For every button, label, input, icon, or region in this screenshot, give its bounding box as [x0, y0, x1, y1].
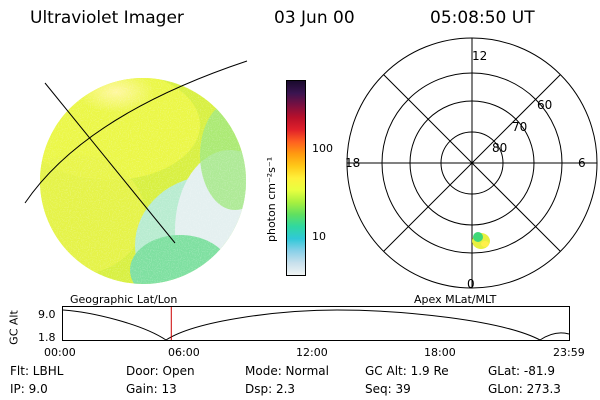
- time-label: 05:08:50 UT: [430, 8, 535, 28]
- xtick-2359: 23:59: [553, 346, 585, 359]
- mlat-label-60: 60: [537, 98, 553, 112]
- mlt-label-0: 0: [467, 277, 475, 291]
- mlt-label-18: 18: [345, 156, 361, 170]
- mlt-label-12: 12: [472, 49, 488, 63]
- geographic-image: [24, 60, 248, 284]
- gc-alt-axis-label: GC Alt: [7, 310, 21, 345]
- colorbar-unit-label: photon cm⁻²s⁻¹: [265, 156, 278, 242]
- seq-info: Seq: 39: [365, 382, 411, 396]
- colorbar-tick-10: 10: [312, 230, 326, 243]
- gc-alt-info: GC Alt: 1.9 Re: [365, 364, 449, 378]
- aurora-blob: [472, 232, 490, 249]
- apex-label: Apex MLat/MLT: [414, 293, 497, 306]
- ytick-9: 9.0: [38, 308, 56, 321]
- mlat-label-70: 70: [512, 120, 528, 134]
- colorbar-tick-100: 100: [312, 142, 333, 155]
- date-label: 03 Jun 00: [274, 8, 355, 28]
- ytick-1-8: 1.8: [38, 331, 56, 344]
- mode-info: Mode: Normal: [245, 364, 329, 378]
- colorbar: [286, 80, 306, 276]
- xtick-0000: 00:00: [44, 346, 76, 359]
- xtick-0600: 06:00: [168, 346, 200, 359]
- gain-info: Gain: 13: [126, 382, 177, 396]
- dsp-info: Dsp: 2.3: [245, 382, 296, 396]
- door-info: Door: Open: [126, 364, 195, 378]
- glat-info: GLat: -81.9: [488, 364, 555, 378]
- mlt-label-6: 6: [578, 156, 586, 170]
- xtick-1800: 18:00: [424, 346, 456, 359]
- filter-info: Flt: LBHL: [10, 364, 64, 378]
- altitude-timeline: [62, 306, 570, 341]
- mlat-label-80: 80: [492, 141, 508, 155]
- polar-plot: [346, 37, 598, 289]
- geographic-label: Geographic Lat/Lon: [70, 293, 178, 306]
- glon-info: GLon: 273.3: [488, 382, 561, 396]
- xtick-1200: 12:00: [296, 346, 328, 359]
- app-title: Ultraviolet Imager: [30, 8, 184, 28]
- ip-info: IP: 9.0: [10, 382, 48, 396]
